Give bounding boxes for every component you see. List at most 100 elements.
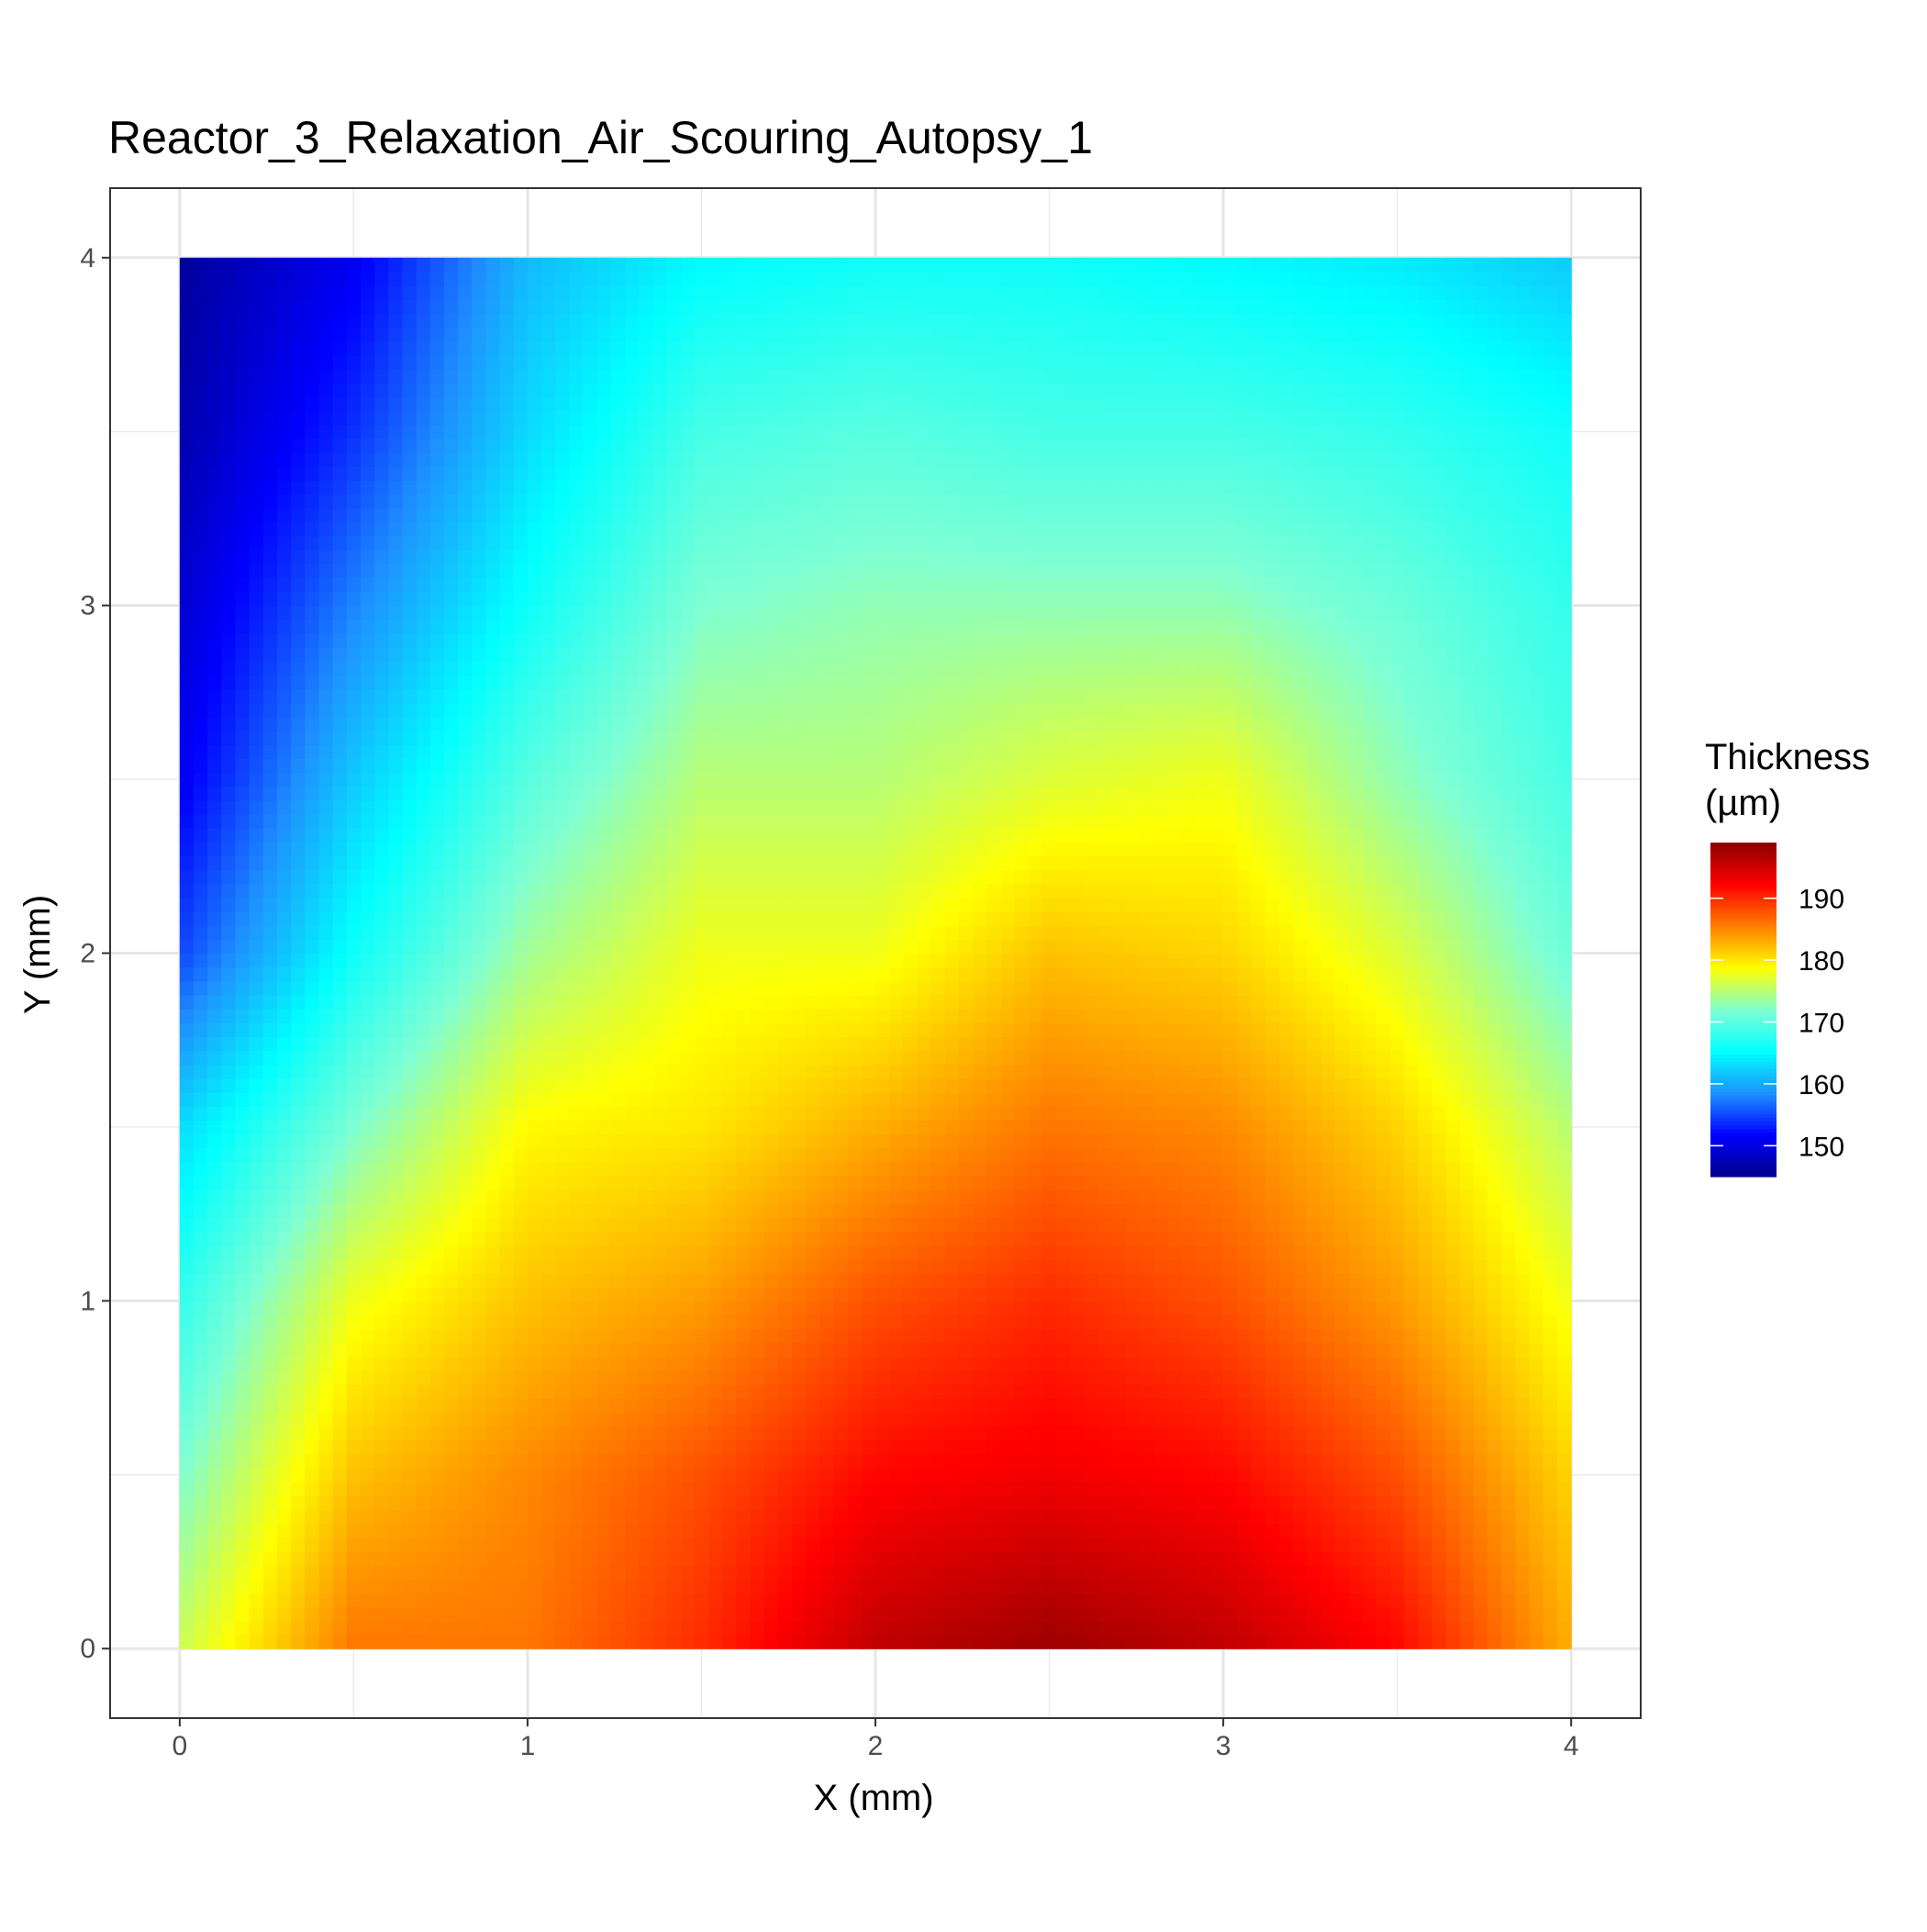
heatmap-cell xyxy=(305,1607,319,1622)
heatmap-cell xyxy=(417,1593,431,1608)
heatmap-cell xyxy=(1557,1468,1572,1482)
heatmap-cell xyxy=(333,1496,348,1511)
heatmap-cell xyxy=(444,1607,459,1622)
heatmap-cell xyxy=(1042,1232,1057,1246)
heatmap-cell xyxy=(1070,1217,1085,1232)
heatmap-cell xyxy=(611,1524,626,1538)
heatmap-cell xyxy=(1501,981,1516,996)
heatmap-cell xyxy=(444,995,459,1010)
heatmap-cell xyxy=(1557,1217,1572,1232)
heatmap-cell xyxy=(889,1259,904,1274)
heatmap-cell xyxy=(402,1203,417,1218)
heatmap-cell xyxy=(1320,1245,1335,1260)
heatmap-cell xyxy=(250,1510,264,1524)
heatmap-cell xyxy=(1140,1440,1154,1455)
heatmap-cell xyxy=(235,1162,250,1177)
heatmap-cell xyxy=(388,1593,403,1608)
heatmap-cell xyxy=(778,1245,793,1260)
heatmap-cell xyxy=(417,1496,431,1511)
heatmap-cell xyxy=(347,1510,362,1524)
heatmap-cell xyxy=(611,1496,626,1511)
heatmap-cell xyxy=(875,1524,890,1538)
heatmap-cell xyxy=(1167,1398,1182,1413)
heatmap-cell xyxy=(318,1078,333,1093)
heatmap-cell xyxy=(1516,1134,1531,1149)
heatmap-cell xyxy=(333,1148,348,1163)
heatmap-cell xyxy=(1084,1232,1098,1246)
heatmap-cell xyxy=(1557,1203,1572,1218)
heatmap-cell xyxy=(667,1022,682,1037)
heatmap-cell xyxy=(819,1454,834,1469)
heatmap-cell xyxy=(194,1384,208,1399)
heatmap-cell xyxy=(1307,1120,1321,1134)
heatmap-cell xyxy=(681,1343,696,1357)
heatmap-cell xyxy=(917,1454,931,1469)
heatmap-cell xyxy=(1279,1551,1294,1566)
heatmap-cell xyxy=(318,1607,333,1622)
heatmap-cell xyxy=(402,1357,417,1371)
heatmap-cell xyxy=(1042,1524,1057,1538)
heatmap-cell xyxy=(1196,1036,1210,1051)
heatmap-cell xyxy=(347,1413,362,1427)
heatmap-cell xyxy=(736,1607,751,1622)
heatmap-cell xyxy=(1196,1273,1210,1288)
heatmap-cell xyxy=(207,1273,222,1288)
heatmap-cell xyxy=(848,1217,863,1232)
heatmap-cell xyxy=(611,1551,626,1566)
heatmap-cell xyxy=(555,967,570,982)
heatmap-cell xyxy=(1279,1537,1294,1552)
heatmap-cell xyxy=(1251,1259,1265,1274)
heatmap-cell xyxy=(1516,1022,1531,1037)
heatmap-cell xyxy=(1098,1384,1113,1399)
heatmap-cell xyxy=(1112,1426,1127,1441)
heatmap-cell xyxy=(263,1454,278,1469)
heatmap-cell xyxy=(417,1635,431,1649)
heatmap-cell xyxy=(1530,1426,1544,1441)
heatmap-cell xyxy=(1070,1329,1085,1344)
heatmap-cell xyxy=(207,1009,222,1023)
heatmap-cell xyxy=(1334,1065,1349,1079)
heatmap-cell xyxy=(819,1148,834,1163)
heatmap-cell xyxy=(986,1440,1001,1455)
heatmap-cell xyxy=(1029,1357,1043,1371)
heatmap-cell xyxy=(1126,1537,1141,1552)
heatmap-cell xyxy=(374,1148,389,1163)
heatmap-cell xyxy=(1070,1524,1085,1538)
heatmap-cell xyxy=(277,1481,292,1496)
heatmap-cell xyxy=(221,1162,236,1177)
heatmap-cell xyxy=(973,1148,987,1163)
heatmap-cell xyxy=(1000,1551,1015,1566)
heatmap-cell xyxy=(500,1051,515,1066)
heatmap-cell xyxy=(959,1315,974,1330)
heatmap-cell xyxy=(1029,1481,1043,1496)
heatmap-cell xyxy=(1196,1607,1210,1622)
heatmap-cell xyxy=(1349,1162,1364,1177)
heatmap-cell xyxy=(695,1426,709,1441)
heatmap-cell xyxy=(1209,1426,1224,1441)
heatmap-cell xyxy=(917,1398,931,1413)
heatmap-cell xyxy=(374,1468,389,1482)
heatmap-cell xyxy=(1223,1078,1238,1093)
heatmap-cell xyxy=(889,1524,904,1538)
heatmap-cell xyxy=(1376,1621,1391,1636)
heatmap-cell xyxy=(1182,1635,1197,1649)
heatmap-cell xyxy=(1334,1565,1349,1580)
heatmap-cell xyxy=(764,1162,779,1177)
heatmap-cell xyxy=(1349,1510,1364,1524)
heatmap-cell xyxy=(528,1357,542,1371)
heatmap-cell xyxy=(652,1287,667,1301)
heatmap-cell xyxy=(834,1162,849,1177)
heatmap-cell xyxy=(277,1106,292,1121)
heatmap-cell xyxy=(1223,967,1238,982)
heatmap-cell xyxy=(1098,1343,1113,1357)
heatmap-cell xyxy=(388,1370,403,1385)
heatmap-cell xyxy=(875,1551,890,1566)
heatmap-cell xyxy=(430,1621,445,1636)
heatmap-cell xyxy=(1098,1022,1113,1037)
heatmap-cell xyxy=(834,1078,849,1093)
heatmap-cell xyxy=(1501,1203,1516,1218)
heatmap-cell xyxy=(778,1273,793,1288)
heatmap-cell xyxy=(945,1189,960,1204)
heatmap-cell xyxy=(207,1189,222,1204)
heatmap-cell xyxy=(764,1357,779,1371)
